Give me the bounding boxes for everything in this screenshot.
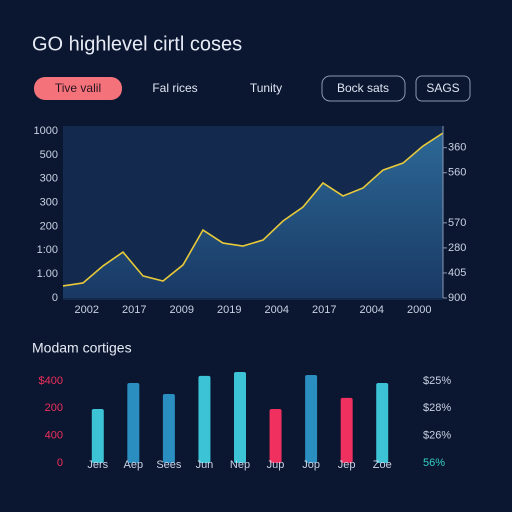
x-tick-label: 2019 <box>217 304 241 316</box>
button-label[interactable]: SAGS <box>426 81 459 95</box>
bar <box>91 408 104 463</box>
tab-label[interactable]: Tive valil <box>55 81 101 95</box>
bar <box>340 397 353 463</box>
outline-button[interactable] <box>415 75 471 102</box>
page-title: GO highlevel cirtl coses <box>32 33 242 55</box>
y-tick-label: $400 <box>39 375 63 387</box>
outline-button[interactable] <box>321 75 406 102</box>
y2-tick-label: 56% <box>423 457 445 469</box>
bar <box>269 408 282 463</box>
x-tick-label: Jep <box>338 459 356 471</box>
x-tick-label: Sees <box>156 459 182 471</box>
y2-tick-label: 280 <box>448 242 466 254</box>
y-tick-label: 1000 <box>34 125 58 137</box>
x-tick-label: Jup <box>267 459 285 471</box>
y-tick-label: 300 <box>40 173 58 185</box>
line <box>62 132 444 287</box>
x-tick-label: Jop <box>302 459 320 471</box>
bar <box>127 383 140 463</box>
y2-tick-label: $25% <box>423 375 451 387</box>
y2-tick-label: $26% <box>423 430 451 442</box>
x-tick-label: 2004 <box>265 304 289 316</box>
x-tick-label: Nep <box>230 459 250 471</box>
bar <box>162 393 175 463</box>
y2-tick-label: 560 <box>448 167 466 179</box>
y-tick-label: 0 <box>52 292 58 304</box>
x-tick-label: Zoe <box>373 459 392 471</box>
tab-label[interactable]: Tunity <box>250 81 282 95</box>
y-tick-label: 1.00 <box>37 268 58 280</box>
y2-tick-label: 570 <box>448 217 466 229</box>
section-title: Modam cortiges <box>32 340 132 356</box>
y2-tick-label: $28% <box>423 402 451 414</box>
y-tick-label: 300 <box>40 197 58 209</box>
y-tick-label: 500 <box>40 149 58 161</box>
x-tick-label: 2017 <box>312 304 336 316</box>
y2-tick-label: 360 <box>448 142 466 154</box>
bar <box>234 371 246 463</box>
x-tick-label: 2009 <box>170 304 194 316</box>
x-tick-label: 2002 <box>75 304 99 316</box>
tab-label[interactable]: Fal rices <box>152 81 197 95</box>
x-tick-label: 2017 <box>122 304 146 316</box>
button-label[interactable]: Bock sats <box>337 81 389 95</box>
x-tick-label: 2004 <box>360 304 384 316</box>
x-tick-label: Jers <box>87 459 108 471</box>
y-tick-label: 0 <box>57 457 63 469</box>
bar <box>376 383 389 463</box>
y-tick-label: 400 <box>45 430 63 442</box>
x-tick-label: Aep <box>124 459 144 471</box>
x-tick-label: 2000 <box>407 304 431 316</box>
y2-tick-label: 405 <box>448 267 466 279</box>
bar <box>305 374 318 463</box>
y-tick-label: 200 <box>40 220 58 232</box>
y-tick-label: 1:00 <box>37 244 58 256</box>
y-tick-label: 200 <box>45 402 63 414</box>
tab-button[interactable] <box>34 77 122 100</box>
bar <box>198 375 211 463</box>
x-tick-label: Jun <box>196 459 214 471</box>
y2-tick-label: 900 <box>448 292 466 304</box>
area <box>63 133 443 298</box>
